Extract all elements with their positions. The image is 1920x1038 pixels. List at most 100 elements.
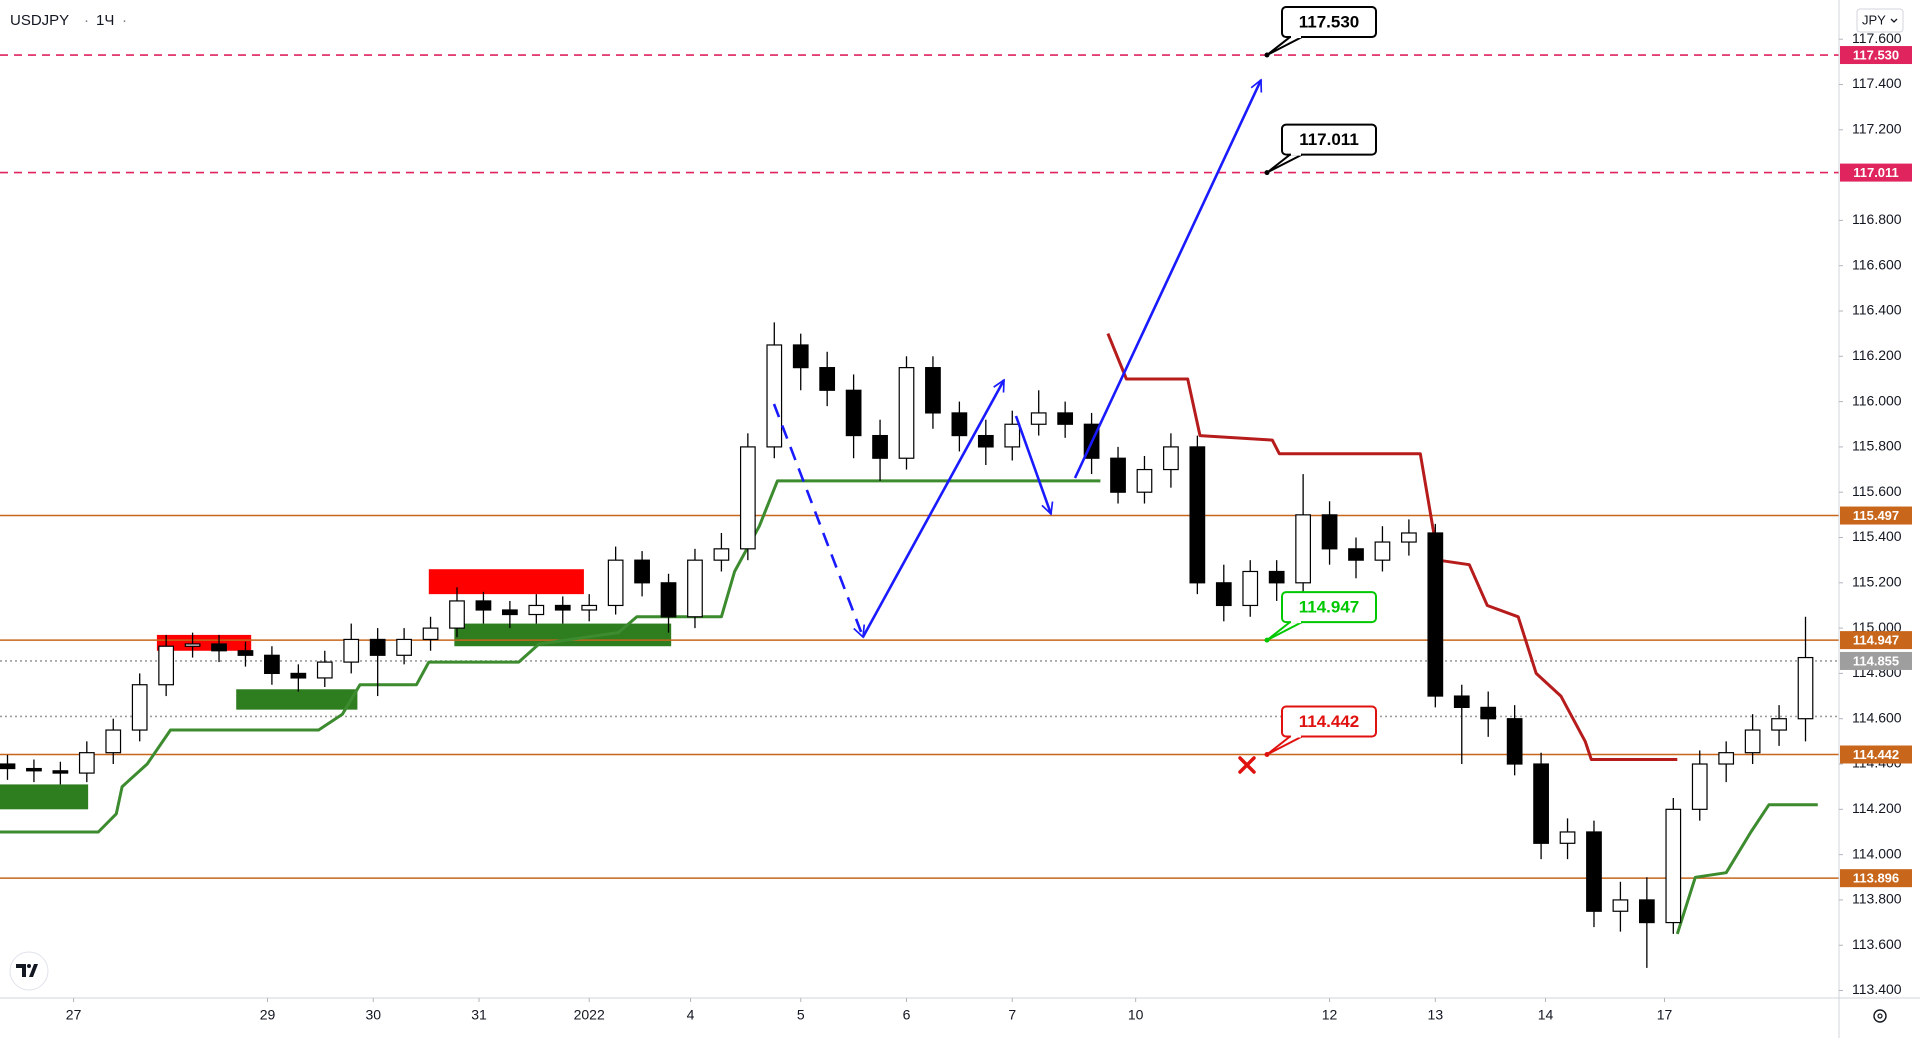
candle-body xyxy=(1268,570,1285,584)
level-box xyxy=(1840,46,1912,65)
currency-button[interactable]: JPY xyxy=(1856,8,1904,33)
candle-body xyxy=(396,638,412,656)
level-box xyxy=(1840,506,1912,525)
logo-mark xyxy=(16,964,38,977)
symbol: USDJPY xyxy=(10,12,69,29)
gear-icon[interactable] xyxy=(1873,1009,1887,1023)
candle-body xyxy=(211,643,227,652)
candle-body xyxy=(1374,541,1391,561)
candle-body xyxy=(449,600,465,629)
currency-button-frame[interactable] xyxy=(1856,8,1904,33)
callout-box xyxy=(1281,591,1377,624)
drawings xyxy=(772,80,1263,774)
y-tick-label: 117.600 xyxy=(1852,30,1902,46)
forecast-arrow xyxy=(1014,415,1051,514)
candle-body xyxy=(1612,899,1629,912)
callout-point xyxy=(1264,52,1270,58)
header: USDJPY · 1Ч · xyxy=(10,12,127,29)
candle-body xyxy=(1189,446,1206,584)
candle-body xyxy=(607,559,624,607)
candle-body xyxy=(26,767,42,772)
logo-dot xyxy=(27,964,31,968)
candle-body xyxy=(290,672,307,679)
forecast-arrow xyxy=(861,380,1006,638)
y-tick-label: 117.400 xyxy=(1852,75,1902,91)
level-label: 114.947 xyxy=(1853,633,1899,648)
candle-body xyxy=(1401,532,1417,543)
candle-body xyxy=(1057,412,1074,425)
candle-body xyxy=(158,645,175,686)
separator: · xyxy=(122,12,127,29)
candle-body xyxy=(1215,582,1232,607)
x-tick-label: 30 xyxy=(365,1007,381,1023)
candle-body xyxy=(581,604,598,611)
x-tick-label: 31 xyxy=(471,1007,487,1023)
zone xyxy=(156,634,252,651)
candle-body xyxy=(475,600,492,611)
candle-body xyxy=(1453,695,1470,708)
candle-body xyxy=(1004,423,1021,448)
candle-body xyxy=(0,763,16,770)
candle-body xyxy=(1744,729,1761,754)
y-tick-label: 115.400 xyxy=(1852,528,1902,544)
candle-body xyxy=(369,638,386,656)
candle-body xyxy=(1321,514,1338,550)
callout-label: 117.011 xyxy=(1299,130,1359,149)
candle-body xyxy=(872,434,888,459)
callout-gap xyxy=(1291,35,1301,39)
candle-body xyxy=(1638,899,1655,924)
level-label: 117.011 xyxy=(1853,165,1899,180)
candle-body xyxy=(264,654,280,675)
candle-body xyxy=(687,559,703,618)
candle-body xyxy=(1242,570,1259,607)
candle-body xyxy=(1030,412,1047,425)
x-tick-label: 4 xyxy=(687,1007,695,1023)
tv-logo[interactable] xyxy=(9,951,49,991)
x-tick-label: 7 xyxy=(1008,1007,1016,1023)
forecast-arrow xyxy=(1073,80,1263,479)
callout-box xyxy=(1281,6,1377,39)
candle-body xyxy=(1480,706,1497,720)
candle-body xyxy=(1110,457,1126,493)
y-tick-label: 113.800 xyxy=(1852,891,1902,907)
callout-gap xyxy=(1291,620,1301,624)
currency[interactable]: JPY xyxy=(1862,12,1886,27)
candle-body xyxy=(1559,831,1576,844)
level-label: 114.855 xyxy=(1853,653,1899,668)
y-tick-label: 115.600 xyxy=(1852,483,1902,499)
x-tick-label: 6 xyxy=(903,1007,911,1023)
zone xyxy=(0,784,89,810)
axes: 113.400 113.600 113.800 114.000 114.200 114.4… xyxy=(66,30,1902,1023)
callout-label: 114.947 xyxy=(1299,598,1360,617)
zone xyxy=(454,623,672,647)
y-tick-label: 115.200 xyxy=(1852,574,1902,590)
candle-body xyxy=(819,367,836,391)
logo-circle[interactable] xyxy=(9,951,49,991)
candle-body xyxy=(1691,763,1708,810)
candle-body xyxy=(1427,532,1444,697)
x-tick-label: 5 xyxy=(797,1007,805,1023)
candle-body xyxy=(660,582,677,618)
cross-marker xyxy=(1238,756,1256,774)
settings-button[interactable] xyxy=(1873,1009,1887,1023)
y-tick-label: 113.400 xyxy=(1852,981,1902,997)
y-tick-label: 116.200 xyxy=(1852,347,1902,363)
time-axis-bg xyxy=(0,998,1920,1038)
y-tick-label: 116.400 xyxy=(1852,302,1902,318)
y-tick-label: 116.800 xyxy=(1852,211,1902,227)
gear-center xyxy=(1877,1013,1883,1019)
candle-body xyxy=(1797,656,1814,720)
candle-body xyxy=(1136,468,1153,493)
x-tick-label: 13 xyxy=(1428,1007,1444,1023)
candle-body xyxy=(1506,718,1523,765)
candle-body xyxy=(422,627,439,641)
candle-body xyxy=(105,729,122,754)
plot-area xyxy=(0,54,1839,968)
candle-body xyxy=(1533,763,1549,844)
level-box xyxy=(1840,631,1912,650)
level-label: 117.530 xyxy=(1853,47,1899,62)
level-label: 114.442 xyxy=(1853,747,1899,762)
candle-body xyxy=(554,604,571,611)
callout-gap xyxy=(1291,734,1301,738)
